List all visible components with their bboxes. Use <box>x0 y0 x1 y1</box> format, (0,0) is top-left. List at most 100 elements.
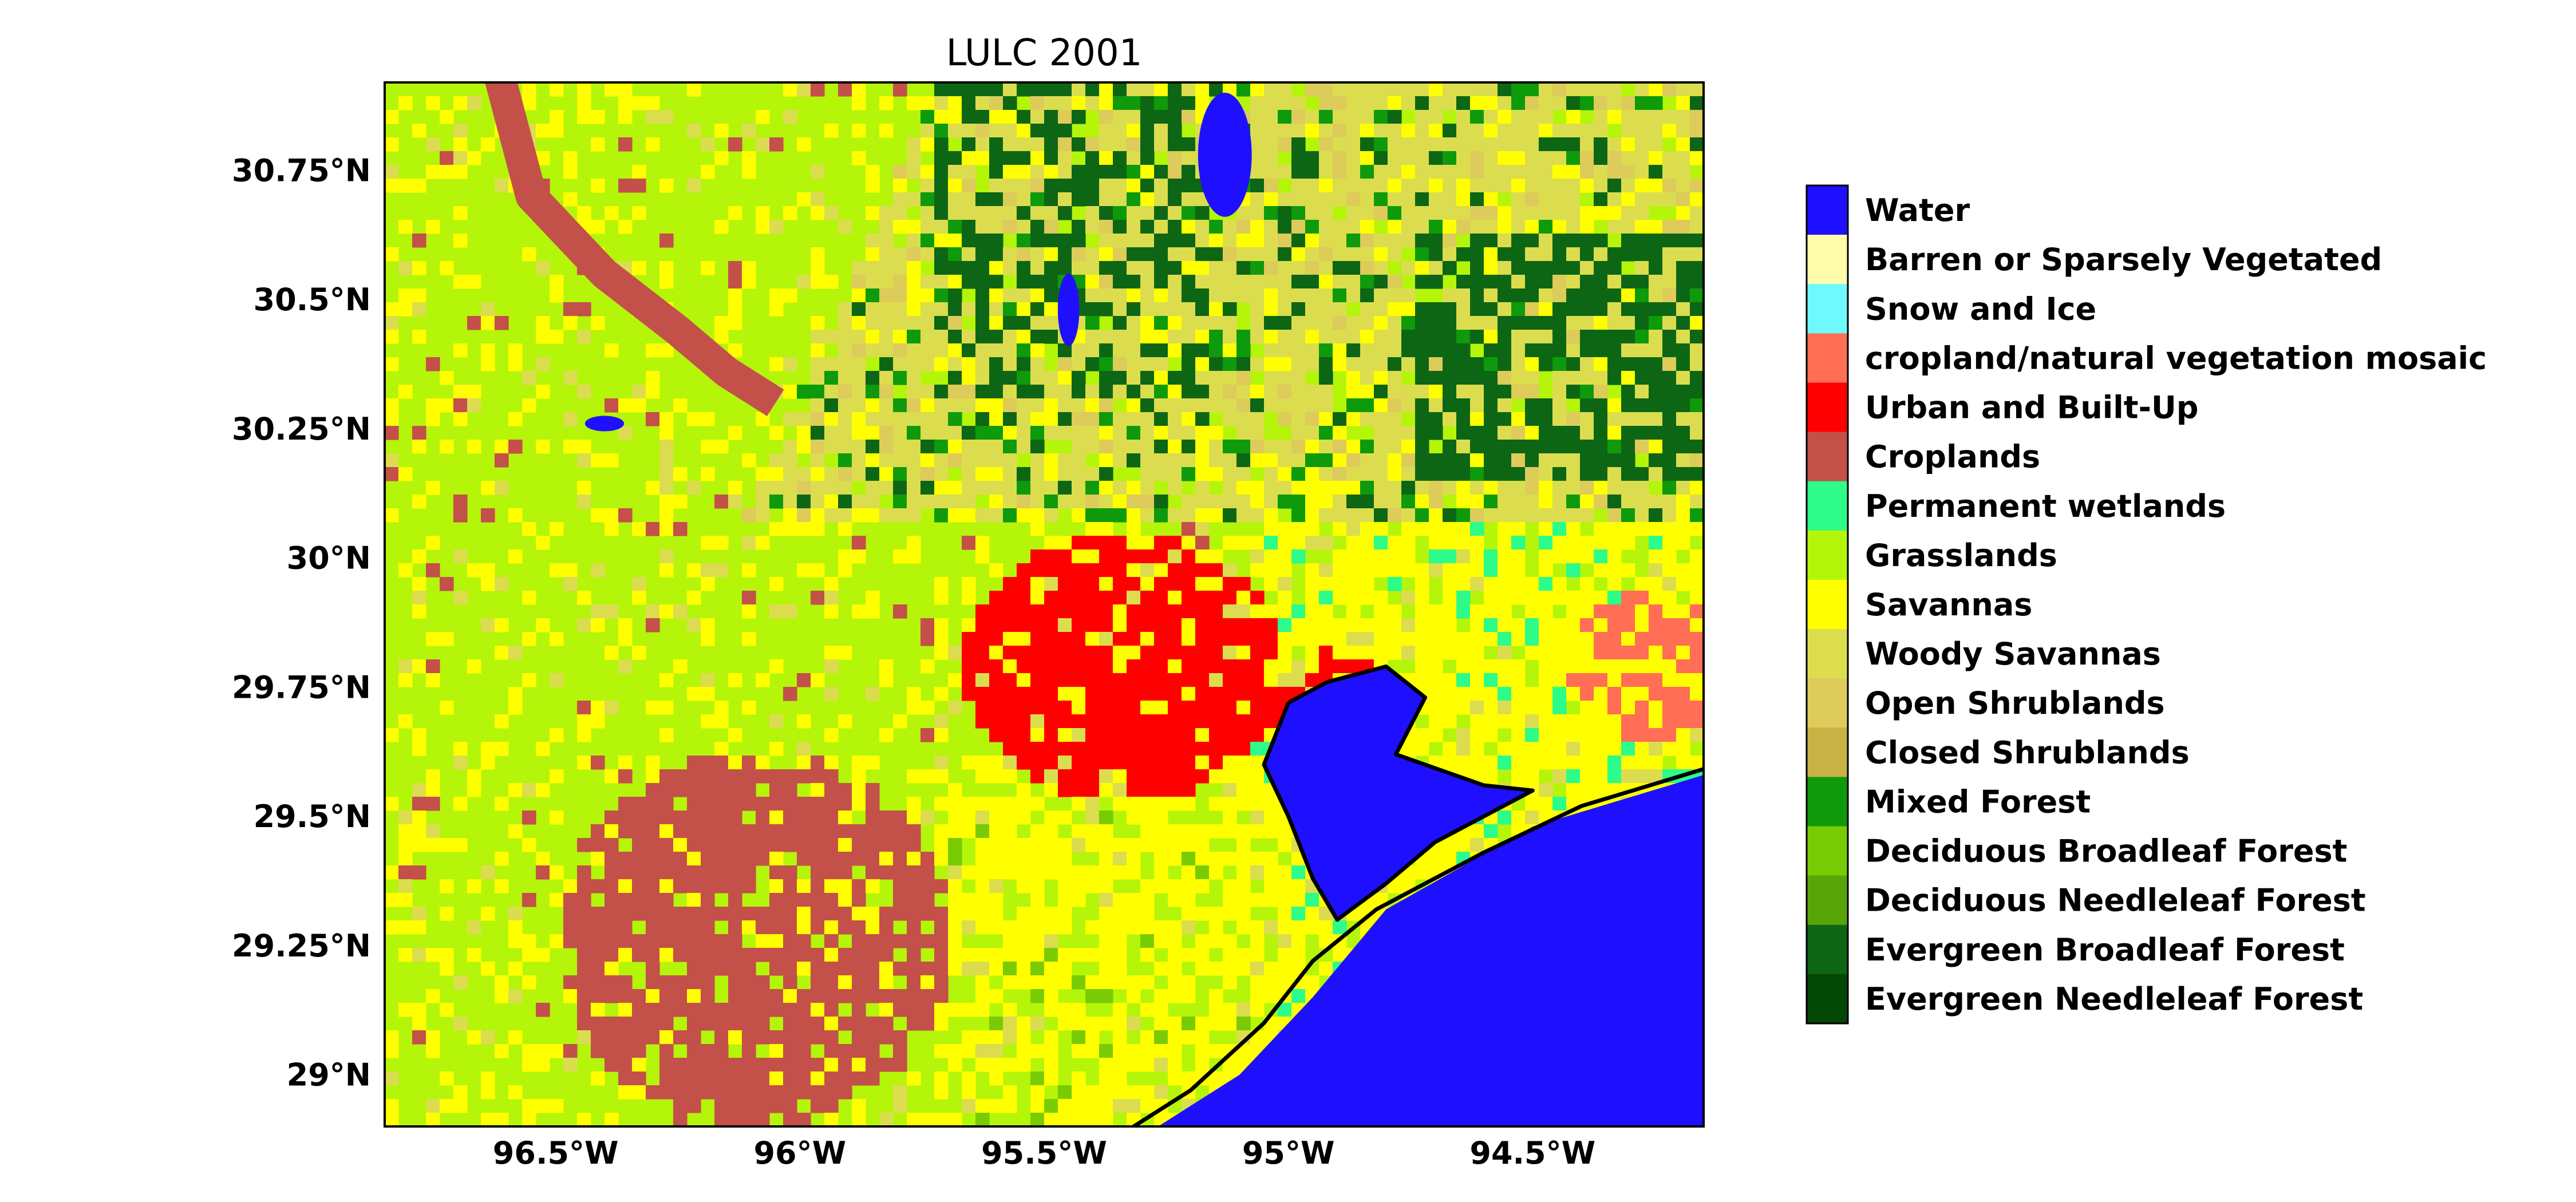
landcover-cell <box>920 495 935 509</box>
landcover-cell <box>1305 440 1319 454</box>
landcover-cell <box>989 907 1003 921</box>
landcover-cell <box>1113 124 1127 138</box>
landcover-cell <box>1223 797 1237 811</box>
landcover-cell <box>893 220 907 234</box>
landcover-cell <box>1346 481 1361 495</box>
landcover-cell <box>1662 549 1677 564</box>
landcover-cell <box>1264 577 1278 591</box>
landcover-cell <box>1030 687 1045 701</box>
landcover-cell <box>975 893 990 907</box>
landcover-cell <box>563 192 578 207</box>
landcover-cell <box>1044 96 1058 110</box>
landcover-cell <box>920 137 935 152</box>
landcover-cell <box>852 962 866 976</box>
landcover-cell <box>1511 563 1526 578</box>
landcover-cell <box>866 206 880 220</box>
landcover-cell <box>1003 385 1017 399</box>
landcover-cell <box>1195 82 1210 97</box>
landcover-cell <box>1113 495 1127 509</box>
landcover-cell <box>1168 797 1182 811</box>
landcover-cell <box>1250 110 1265 124</box>
landcover-cell <box>989 756 1003 770</box>
landcover-cell <box>1635 495 1649 509</box>
landcover-cell <box>783 1058 797 1072</box>
landcover-cell <box>1250 82 1265 97</box>
landcover-cell <box>1168 577 1182 591</box>
landcover-cell <box>1498 398 1512 413</box>
landcover-cell <box>1388 165 1402 179</box>
landcover-cell <box>1511 659 1526 674</box>
landcover-cell <box>398 467 413 481</box>
landcover-cell <box>1209 549 1223 564</box>
landcover-cell <box>1552 316 1567 330</box>
landcover-cell <box>1649 440 1663 454</box>
landcover-cell <box>1127 398 1141 413</box>
landcover-cell <box>1030 453 1045 468</box>
landcover-cell <box>701 769 715 784</box>
landcover-cell <box>1278 330 1292 344</box>
landcover-cell <box>1195 288 1210 303</box>
landcover-cell <box>1594 151 1608 165</box>
landcover-cell <box>907 467 921 481</box>
landcover-cell <box>1690 234 1704 248</box>
landcover-cell <box>1127 357 1141 371</box>
landcover-cell <box>1264 646 1278 660</box>
landcover-cell <box>1511 673 1526 687</box>
landcover-cell <box>1003 316 1017 330</box>
landcover-cell <box>605 893 619 907</box>
landcover-cell <box>1388 302 1402 317</box>
landcover-cell <box>1621 769 1635 784</box>
landcover-cell <box>1360 275 1374 289</box>
landcover-cell <box>866 852 880 866</box>
landcover-cell <box>1030 673 1045 687</box>
landcover-cell <box>1607 659 1622 674</box>
landcover-cell <box>934 1071 949 1086</box>
landcover-cell <box>1539 536 1553 550</box>
landcover-cell <box>907 288 921 303</box>
landcover-cell <box>1511 632 1526 646</box>
landcover-cell <box>934 440 949 454</box>
landcover-cell <box>1140 1058 1155 1072</box>
landcover-cell <box>1429 110 1443 124</box>
landcover-cell <box>1003 756 1017 770</box>
landcover-cell <box>1470 687 1484 701</box>
landcover-cell <box>783 1099 797 1113</box>
landcover-cell <box>824 1030 839 1045</box>
landcover-cell <box>1511 357 1526 371</box>
landcover-cell <box>577 893 591 907</box>
landcover-cell <box>756 495 770 509</box>
landcover-cell <box>1690 137 1704 152</box>
landcover-cell <box>783 962 797 976</box>
landcover-cell <box>811 824 825 839</box>
landcover-cell <box>1236 591 1251 605</box>
landcover-cell <box>920 989 935 1003</box>
landcover-cell <box>577 110 591 124</box>
landcover-cell <box>1456 508 1471 523</box>
landcover-cell <box>1649 591 1663 605</box>
landcover-cell <box>1140 1099 1155 1113</box>
landcover-cell <box>1388 618 1402 632</box>
landcover-cell <box>1072 179 1086 193</box>
landcover-cell <box>1168 701 1182 715</box>
landcover-cell <box>1044 398 1058 413</box>
landcover-cell <box>1113 563 1127 578</box>
landcover-cell <box>659 604 674 619</box>
landcover-cell <box>1182 220 1196 234</box>
landcover-cell <box>1030 962 1045 976</box>
landcover-cell <box>1470 646 1484 660</box>
landcover-cell <box>1223 673 1237 687</box>
landcover-cell <box>1498 604 1512 619</box>
landcover-cell <box>1443 261 1457 275</box>
landcover-cell <box>646 1030 660 1045</box>
landcover-cell <box>467 316 481 330</box>
landcover-cell <box>440 371 454 385</box>
landcover-cell <box>1113 234 1127 248</box>
landcover-cell <box>426 1099 440 1113</box>
landcover-cell <box>714 756 729 770</box>
landcover-cell <box>577 96 591 110</box>
landcover-cell <box>989 797 1003 811</box>
landcover-cell <box>1154 316 1168 330</box>
landcover-cell <box>783 1071 797 1086</box>
landcover-cell <box>1195 865 1210 880</box>
landcover-cell <box>1621 288 1635 303</box>
